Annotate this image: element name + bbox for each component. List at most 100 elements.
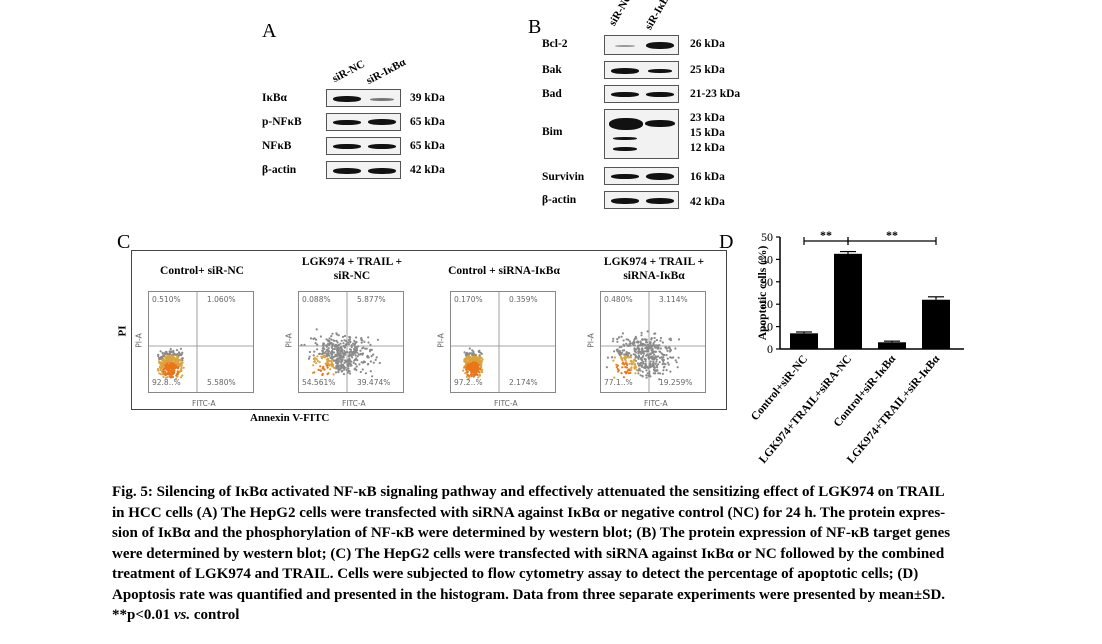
flow-plot-title: Control + siRNA-IκBα <box>444 264 564 278</box>
flow-y-axis-label: PI-A <box>586 333 596 348</box>
panel-c-frame <box>131 250 727 410</box>
kda-a-ikba: 39 kDa <box>410 92 445 104</box>
flow-quadrant-percent: 0.480% <box>604 295 633 304</box>
wb-b-label-bak: Bak <box>542 64 562 76</box>
caption-line-3: sion of IκBα and the phosphorylation of … <box>112 525 951 541</box>
wb-b-label-survivin: Survivin <box>542 171 585 183</box>
blot-b-bcl2 <box>604 35 679 55</box>
caption-control: control <box>190 607 240 623</box>
bar <box>922 299 950 349</box>
flow-plot-title-line: siRNA-IκBα <box>623 270 685 282</box>
x-category-label: LGK974+TRAIL+siRA-NC <box>757 353 854 466</box>
blot-b-survivin <box>604 167 679 185</box>
flow-scatter-plot: 0.480% 3.114% 77.1..% 19.259% <box>600 291 706 393</box>
kda-b-bim-23: 23 kDa <box>690 112 725 124</box>
flow-y-axis-label: PI-A <box>284 333 294 348</box>
blot-b-bak <box>604 61 679 79</box>
flow-x-axis-label: FITC-A <box>644 399 668 408</box>
flow-plot-title-line: Control + siRNA-IκBα <box>448 265 560 277</box>
wb-a-label-nfkb: NFκB <box>262 140 292 152</box>
blot-b-bad <box>604 85 679 103</box>
blot-a-nfkb <box>326 137 401 155</box>
flow-quadrant-percent: 2.174% <box>509 378 538 387</box>
flow-quadrant-percent: 0.359% <box>509 295 538 304</box>
y-tick-label: 50 <box>761 230 773 244</box>
caption-line-1: Fig. 5: Silencing of IκBα activated NF-κ… <box>112 484 945 500</box>
panel-a-lane-1: siR-NC <box>330 58 367 85</box>
flow-scatter-plot: 0.510% 1.060% 92.8..% 5.580% <box>148 291 254 393</box>
kda-a-nfkb: 65 kDa <box>410 140 445 152</box>
kda-b-bim-15: 15 kDa <box>690 127 725 139</box>
caption-line-7: **p<0.01 vs. control <box>112 605 1058 626</box>
wb-b-label-bad: Bad <box>542 88 562 100</box>
flow-quadrant-percent: 97.2..% <box>454 378 483 387</box>
flow-plot-title: Control+ siR-NC <box>142 264 262 278</box>
caption-line-5: treatment of LGK974 and TRAIL. Cells wer… <box>112 566 919 582</box>
blot-a-pnfkb <box>326 113 401 131</box>
flow-quadrant-percent: 77.1..% <box>604 378 633 387</box>
flow-plot-title: LGK974 + TRAIL + siR-NC <box>292 255 412 283</box>
bar <box>834 253 862 349</box>
flow-x-axis-label: FITC-A <box>494 399 518 408</box>
kda-b-bcl2: 26 kDa <box>690 38 725 50</box>
y-axis-title: Apoptotic cells (%) <box>757 246 769 341</box>
wb-a-label-pnfkb: p-NFκB <box>262 116 302 128</box>
flow-quadrant-percent: 92.8..% <box>152 378 181 387</box>
kda-a-bactin: 42 kDa <box>410 164 445 176</box>
y-tick-label: 40 <box>761 252 773 266</box>
wb-b-label-bcl2: Bcl-2 <box>542 38 568 50</box>
flow-scatter-plot: 0.088% 5.877% 54.561% 39.474% <box>298 291 404 393</box>
panel-c-x-label: Annexin V-FITC <box>250 412 330 424</box>
panel-a-lane-2: siR-IκBα <box>364 56 408 87</box>
flow-quadrant-percent: 39.474% <box>357 378 391 387</box>
wb-b-label-bim: Bim <box>542 126 563 138</box>
flow-quadrant-percent: 5.877% <box>357 295 386 304</box>
caption-line-2: in HCC cells (A) The HepG2 cells were tr… <box>112 504 946 521</box>
flow-quadrant-percent: 1.060% <box>207 295 236 304</box>
kda-b-bactin: 42 kDa <box>690 196 725 208</box>
kda-b-bim-12: 12 kDa <box>690 142 725 154</box>
flow-scatter-plot: 0.170% 0.359% 97.2..% 2.174% <box>450 291 556 393</box>
panel-c-y-label: PI <box>116 325 129 337</box>
significance-stars: ** <box>820 228 832 242</box>
y-tick-label: 10 <box>761 320 773 334</box>
y-tick-label: 0 <box>767 342 773 356</box>
kda-b-bak: 25 kDa <box>690 64 725 76</box>
flow-plot-title-line: LGK974 + TRAIL + <box>603 256 705 268</box>
bar <box>878 342 906 349</box>
flow-x-axis-label: FITC-A <box>342 399 366 408</box>
y-tick-label: 30 <box>761 275 773 289</box>
blot-a-ikba <box>326 89 401 107</box>
blot-a-bactin <box>326 161 401 179</box>
panel-c-letter: C <box>117 231 131 253</box>
panel-a-letter: A <box>262 20 277 42</box>
bar <box>790 333 818 349</box>
kda-a-pnfkb: 65 kDa <box>410 116 445 128</box>
panel-b-letter: B <box>528 16 542 38</box>
flow-plot-title-line: siR-NC <box>333 270 371 282</box>
panel-d-letter: D <box>719 231 734 253</box>
flow-quadrant-percent: 0.088% <box>302 295 331 304</box>
blot-b-bim <box>604 109 679 159</box>
y-tick-label: 20 <box>761 297 773 311</box>
flow-scatter-dots <box>299 292 403 392</box>
caption-vs: vs. <box>173 607 191 623</box>
blot-b-bactin <box>604 191 679 209</box>
flow-y-axis-label: PI-A <box>436 333 446 348</box>
wb-a-label-ikba: IκBα <box>262 92 287 104</box>
wb-a-label-bactin: β-actin <box>262 164 297 176</box>
wb-b-label-bactin: β-actin <box>542 194 577 206</box>
significance-stars: ** <box>886 228 898 242</box>
flow-plot-title: LGK974 + TRAIL + siRNA-IκBα <box>594 255 714 283</box>
flow-plot-title-line: Control+ siR-NC <box>160 265 244 277</box>
kda-b-survivin: 16 kDa <box>690 171 725 183</box>
caption-line-4: were determined by western blot; (C) The… <box>112 545 945 562</box>
flow-quadrant-percent: 5.580% <box>207 378 236 387</box>
panel-b-lane-2: siR-IκBα <box>642 0 675 33</box>
flow-plot-title-line: LGK974 + TRAIL + <box>301 256 403 268</box>
flow-scatter-dots <box>149 292 253 392</box>
flow-x-axis-label: FITC-A <box>192 399 216 408</box>
figure-caption: Fig. 5: Silencing of IκBα activated NF-κ… <box>112 482 1058 626</box>
panel-b-lane-1: siR-NC <box>606 0 635 28</box>
